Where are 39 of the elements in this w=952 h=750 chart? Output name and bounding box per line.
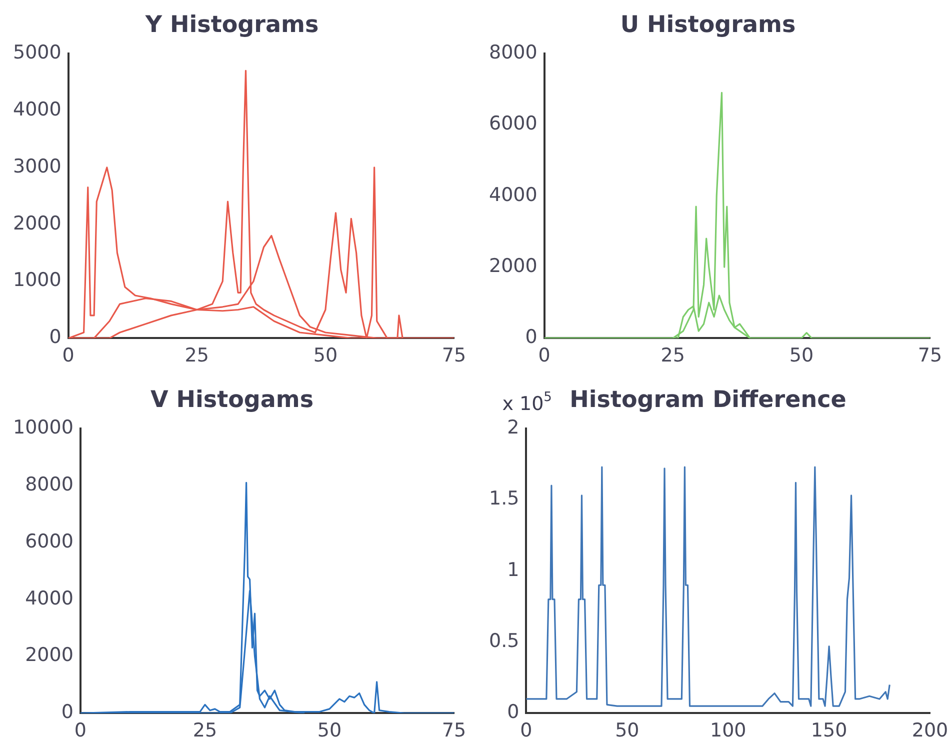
chart-title: U Histograms bbox=[620, 12, 796, 38]
x-tick-label: 75 bbox=[442, 720, 466, 742]
y-tick-label: 5000 bbox=[12, 42, 62, 64]
chart-title: V Histogams bbox=[150, 386, 314, 413]
y-tick-label: 1.5 bbox=[489, 488, 520, 510]
y-tick-label: 2000 bbox=[25, 644, 74, 666]
y-tick-label: 1 bbox=[507, 558, 520, 581]
y-tick-label: 0 bbox=[507, 701, 520, 724]
y-tick-label: 2000 bbox=[12, 212, 62, 234]
x-tick-label: 50 bbox=[789, 344, 814, 367]
x-tick-label: 50 bbox=[317, 720, 342, 742]
y-tick-label: 6000 bbox=[25, 530, 74, 552]
y-tick-label: 4000 bbox=[12, 98, 62, 120]
y-tick-label: 0 bbox=[49, 326, 62, 348]
y-tick-label: 10000 bbox=[12, 416, 74, 439]
y-tick-label: 6000 bbox=[488, 112, 538, 135]
y-tick-label: 2 bbox=[507, 416, 520, 439]
x-tick-label: 75 bbox=[918, 344, 942, 367]
chart-title: Y Histograms bbox=[144, 12, 319, 38]
y-tick-label: 4000 bbox=[488, 184, 538, 206]
chart-title: Histogram Difference bbox=[570, 386, 846, 413]
x-tick-label: 25 bbox=[660, 344, 685, 367]
y-tick-label: 1000 bbox=[12, 269, 62, 292]
x-tick-label: 50 bbox=[313, 344, 338, 367]
y-tick-label: 8000 bbox=[25, 473, 74, 496]
x-tick-label: 25 bbox=[192, 720, 218, 742]
y-tick-label: 2000 bbox=[488, 254, 538, 277]
x-tick-label: 75 bbox=[442, 344, 466, 367]
x-tick-label: 25 bbox=[184, 344, 209, 367]
x-tick-label: 200 bbox=[912, 720, 948, 742]
x-tick-label: 150 bbox=[810, 720, 848, 742]
x-tick-label: 50 bbox=[615, 720, 640, 742]
y-tick-label: 0 bbox=[525, 326, 538, 348]
y-tick-label: 0.5 bbox=[489, 630, 520, 652]
y-tick-label: 4000 bbox=[25, 587, 74, 610]
y-tick-label: 8000 bbox=[488, 42, 538, 64]
y-tick-label: 3000 bbox=[12, 155, 62, 178]
x-tick-label: 100 bbox=[710, 720, 746, 742]
y-tick-label: 0 bbox=[61, 701, 74, 724]
